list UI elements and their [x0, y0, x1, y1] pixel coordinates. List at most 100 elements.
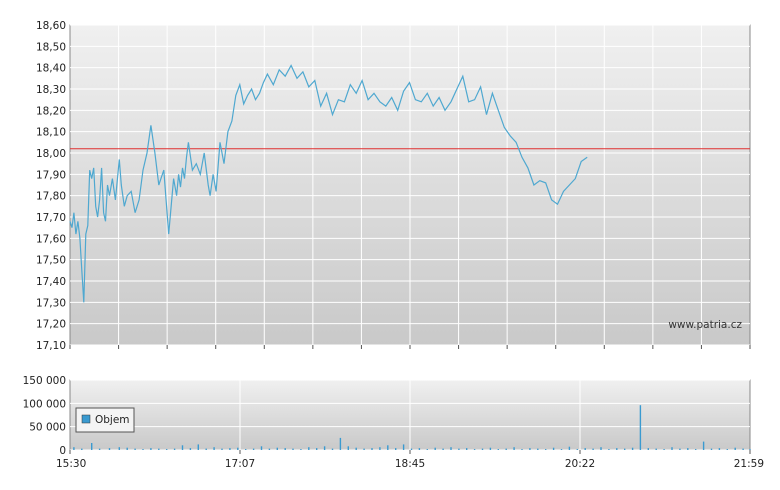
- volume-bar: [639, 405, 642, 450]
- volume-bar: [505, 448, 507, 450]
- volume-bar: [687, 448, 689, 450]
- volume-bar: [608, 449, 610, 450]
- volume-bar: [181, 445, 184, 450]
- volume-bar: [395, 448, 397, 450]
- volume-bar: [158, 448, 160, 450]
- volume-bar: [134, 448, 136, 450]
- price-y-tick: 17,30: [36, 297, 66, 309]
- volume-bar: [229, 448, 231, 450]
- legend-swatch: [81, 414, 91, 424]
- price-grid: [70, 24, 750, 346]
- volume-bar: [600, 447, 602, 450]
- volume-bar: [718, 448, 721, 450]
- volume-y-tick: 0: [59, 445, 66, 457]
- volume-bar: [434, 447, 436, 450]
- volume-bar: [355, 447, 357, 450]
- price-y-tick: 18,30: [36, 84, 66, 96]
- volume-bar: [513, 447, 515, 450]
- volume-bar: [118, 447, 120, 450]
- volume-x-tick-label: 21:59: [734, 458, 764, 470]
- volume-bar: [710, 448, 713, 450]
- volume-bar: [213, 447, 215, 450]
- volume-bar: [410, 448, 413, 450]
- volume-bar: [81, 448, 83, 450]
- volume-bar: [108, 448, 111, 450]
- volume-bar: [426, 449, 428, 450]
- volume-y-tick: 100 000: [23, 398, 66, 410]
- volume-bar: [221, 448, 223, 450]
- price-x-ticks: [69, 345, 751, 349]
- volume-bar: [624, 448, 626, 450]
- volume-bar: [300, 449, 302, 450]
- volume-bar: [592, 448, 594, 450]
- volume-bar: [166, 449, 168, 450]
- volume-bar: [402, 444, 405, 450]
- volume-bars: [73, 405, 751, 450]
- volume-bar: [91, 443, 93, 450]
- volume-bar: [387, 445, 389, 450]
- volume-bar: [529, 448, 531, 450]
- volume-bar: [284, 448, 286, 450]
- volume-bar: [150, 448, 152, 450]
- volume-bar: [584, 448, 586, 450]
- price-y-tick: 17,20: [36, 319, 66, 331]
- volume-bar: [268, 448, 271, 450]
- volume-bar: [552, 447, 555, 450]
- watermark: www.patria.cz: [668, 319, 742, 331]
- price-y-tick: 18,00: [36, 148, 66, 160]
- volume-bar: [679, 448, 681, 450]
- volume-bar: [647, 448, 649, 450]
- volume-bar: [418, 448, 421, 450]
- volume-bar: [655, 448, 657, 450]
- volume-bar: [205, 448, 207, 450]
- price-y-tick: 17,10: [36, 340, 66, 352]
- price-y-tick: 17,60: [36, 233, 66, 245]
- volume-y-tick: 50 000: [29, 422, 66, 434]
- price-y-tick: 17,40: [36, 276, 66, 288]
- volume-bar: [749, 449, 751, 450]
- volume-bar: [237, 447, 239, 450]
- price-y-tick: 18,60: [36, 20, 66, 32]
- volume-bar: [537, 448, 539, 450]
- volume-bar: [521, 449, 523, 450]
- volume-bar: [331, 448, 334, 450]
- volume-bar: [576, 449, 578, 450]
- volume-bar: [734, 447, 736, 450]
- price-line: [69, 64, 588, 303]
- volume-bar: [316, 448, 318, 450]
- price-y-tick: 17,70: [36, 212, 66, 224]
- volume-bar: [481, 448, 484, 450]
- volume-bar: [466, 448, 468, 450]
- price-y-tick: 18,40: [36, 63, 66, 75]
- volume-bar: [489, 447, 492, 450]
- price-y-tick: 17,80: [36, 191, 66, 203]
- volume-bar: [616, 448, 618, 450]
- volume-bar: [347, 446, 349, 450]
- volume-bar: [98, 448, 101, 450]
- volume-x-tick-label: 17:07: [225, 458, 255, 470]
- price-y-tick: 17,50: [36, 255, 66, 267]
- volume-bar: [197, 444, 199, 450]
- volume-bar: [497, 449, 499, 450]
- volume-bar: [260, 446, 263, 450]
- volume-bar: [252, 448, 255, 450]
- volume-bar: [189, 448, 192, 450]
- price-y-tick: 18,50: [36, 41, 66, 53]
- volume-bar: [379, 447, 381, 450]
- volume-bar: [245, 449, 247, 450]
- volume-bar: [73, 447, 75, 450]
- volume-bar: [458, 448, 460, 450]
- volume-bar: [363, 448, 365, 450]
- volume-bar: [545, 449, 547, 450]
- volume-bar: [560, 449, 563, 450]
- volume-bar: [631, 447, 634, 450]
- volume-bar: [568, 446, 571, 450]
- volume-bar: [663, 449, 665, 450]
- volume-bar: [339, 437, 342, 450]
- volume-bar: [142, 449, 144, 450]
- volume-bar: [371, 448, 373, 450]
- legend: Objem: [75, 407, 135, 433]
- legend-label: Objem: [95, 414, 130, 426]
- price-panel: 18,60 18,50 18,40 18,30 18,20 18,10 18,00 17,90…: [36, 20, 751, 352]
